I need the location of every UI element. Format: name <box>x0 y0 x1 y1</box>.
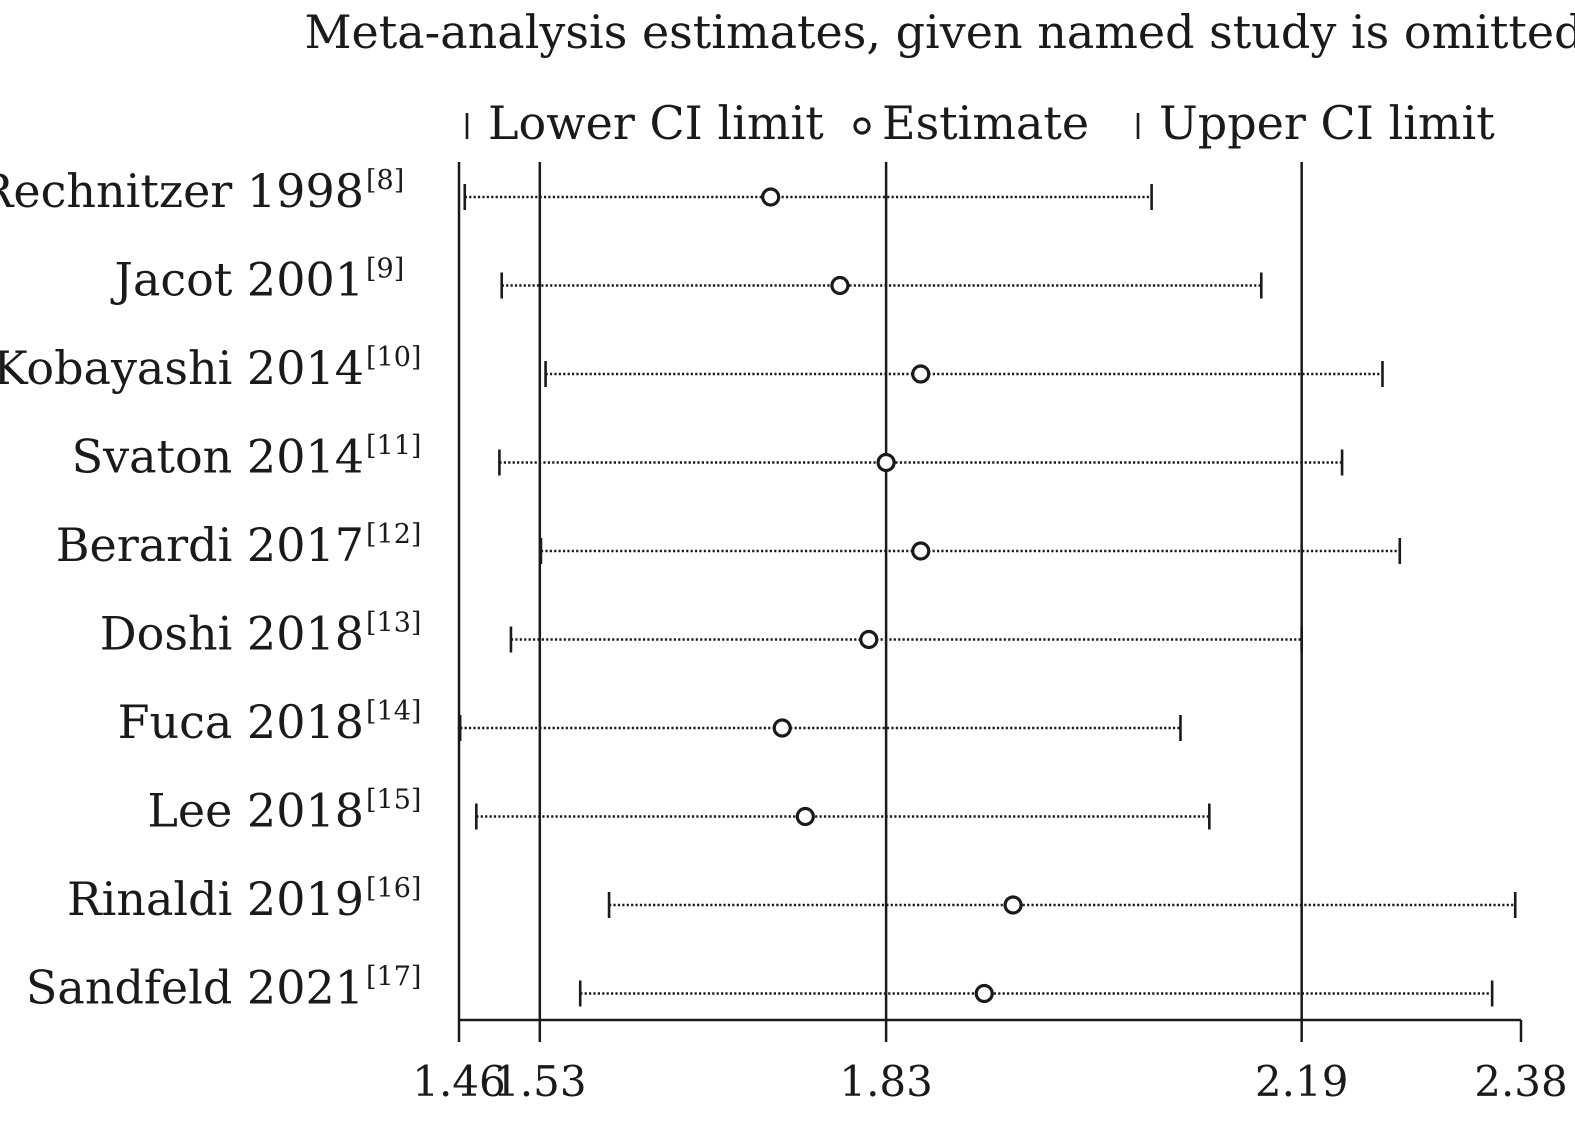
study-label: Lee 2018 <box>147 784 364 838</box>
x-tick-label: 1.83 <box>839 1057 933 1106</box>
x-tick-label: 1.46 <box>412 1057 506 1106</box>
reference-lines <box>457 162 1303 1020</box>
study-label: Svaton 2014 <box>72 430 364 484</box>
study-reference: [11] <box>366 431 421 462</box>
estimate-marker <box>974 983 994 1004</box>
study-label: Sandfeld 2021 <box>26 961 364 1015</box>
x-tick-label: 2.38 <box>1474 1057 1568 1106</box>
estimate-marker <box>830 275 850 296</box>
study-rows: Rechnitzer 1998 [8] Jacot 2001 [9] Kobayashi… <box>0 164 1517 1015</box>
study-reference: [16] <box>366 873 421 904</box>
study-label: Rinaldi 2019 <box>67 872 364 926</box>
study-label: Jacot 2001 <box>111 253 365 307</box>
study-label: Berardi 2017 <box>56 518 364 572</box>
study-reference: [9] <box>366 254 404 285</box>
study-reference: [14] <box>366 696 421 727</box>
legend-lower-label: Lower CI limit <box>488 96 824 150</box>
estimate-marker <box>876 452 896 473</box>
study-reference: [17] <box>366 962 421 993</box>
study-reference: [10] <box>366 342 421 373</box>
chart-title: Meta-analysis estimates, given named stu… <box>304 5 1575 59</box>
legend: Lower CI limit Estimate Upper CI limit <box>465 96 1495 150</box>
study-label: Kobayashi 2014 <box>0 341 364 395</box>
x-tick-label: 2.19 <box>1255 1057 1349 1106</box>
study-row: Svaton 2014 [11] <box>72 430 1344 484</box>
study-reference: [15] <box>366 785 421 816</box>
study-reference: [13] <box>366 608 421 639</box>
study-reference: [8] <box>366 165 404 196</box>
study-row: Lee 2018 [15] <box>147 784 1211 838</box>
study-row: Rinaldi 2019 [16] <box>67 872 1517 926</box>
study-label: Rechnitzer 1998 <box>0 164 364 218</box>
study-row: Fuca 2018 [14] <box>118 695 1182 749</box>
study-row: Doshi 2018 [13] <box>100 607 1303 661</box>
legend-estimate-marker <box>853 117 871 135</box>
legend-estimate-label: Estimate <box>882 96 1089 150</box>
study-row: Kobayashi 2014 [10] <box>0 341 1384 395</box>
study-row: Rechnitzer 1998 [8] <box>0 164 1153 218</box>
study-row: Sandfeld 2021 [17] <box>26 961 1494 1015</box>
study-row: Jacot 2001 [9] <box>111 253 1263 307</box>
study-row: Berardi 2017 [12] <box>56 518 1402 572</box>
estimate-marker <box>772 718 792 738</box>
estimate-marker <box>1003 895 1023 915</box>
estimate-marker <box>795 806 815 827</box>
estimate-marker <box>761 187 781 207</box>
study-label: Doshi 2018 <box>100 607 364 661</box>
x-axis-ticks: 1.461.53 1.83 2.19 2.38 <box>412 1020 1568 1106</box>
estimate-marker <box>911 541 931 561</box>
study-reference: [12] <box>366 519 421 550</box>
legend-upper-label: Upper CI limit <box>1159 96 1495 150</box>
estimate-marker <box>859 629 879 650</box>
x-tick-label: 1.53 <box>493 1057 587 1106</box>
study-label: Fuca 2018 <box>118 695 364 749</box>
estimate-marker <box>911 364 931 384</box>
